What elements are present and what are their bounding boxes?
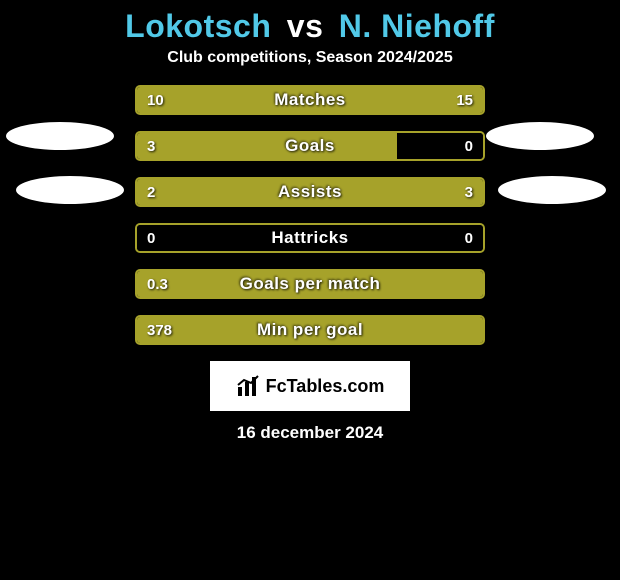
logo-text: FcTables.com xyxy=(266,376,385,397)
stat-fill-right xyxy=(275,179,483,205)
player1-name: Lokotsch xyxy=(125,8,271,44)
stat-row: 00Hattricks xyxy=(135,223,485,253)
player2-name: N. Niehoff xyxy=(339,8,495,44)
stat-row: 378Min per goal xyxy=(135,315,485,345)
stat-fill-right xyxy=(275,87,483,113)
team-badge-placeholder xyxy=(498,176,606,204)
fctables-logo: FcTables.com xyxy=(210,361,410,411)
stat-row: 23Assists xyxy=(135,177,485,207)
stat-row: 1015Matches xyxy=(135,85,485,115)
chart-icon xyxy=(236,374,260,398)
subtitle: Club competitions, Season 2024/2025 xyxy=(0,49,620,67)
content-area: 1015Matches 30Goals 23Assists 00Hattricks 0.… xyxy=(0,85,620,345)
title-vs: vs xyxy=(287,8,324,44)
stat-row: 0.3Goals per match xyxy=(135,269,485,299)
bars-area: 1015Matches 30Goals 23Assists 00Hattricks 0.… xyxy=(135,85,485,345)
stat-row: 30Goals xyxy=(135,131,485,161)
stat-fill-left xyxy=(137,271,483,297)
stat-fill-left xyxy=(137,317,483,343)
stat-fill-left xyxy=(137,87,275,113)
team-badge-placeholder xyxy=(6,122,114,150)
stat-fill-left xyxy=(137,133,397,159)
team-badge-placeholder xyxy=(486,122,594,150)
team-badge-placeholder xyxy=(16,176,124,204)
stat-row-bg xyxy=(137,225,483,251)
date-label: 16 december 2024 xyxy=(0,423,620,443)
stat-fill-left xyxy=(137,179,275,205)
comparison-title: Lokotsch vs N. Niehoff xyxy=(0,0,620,49)
